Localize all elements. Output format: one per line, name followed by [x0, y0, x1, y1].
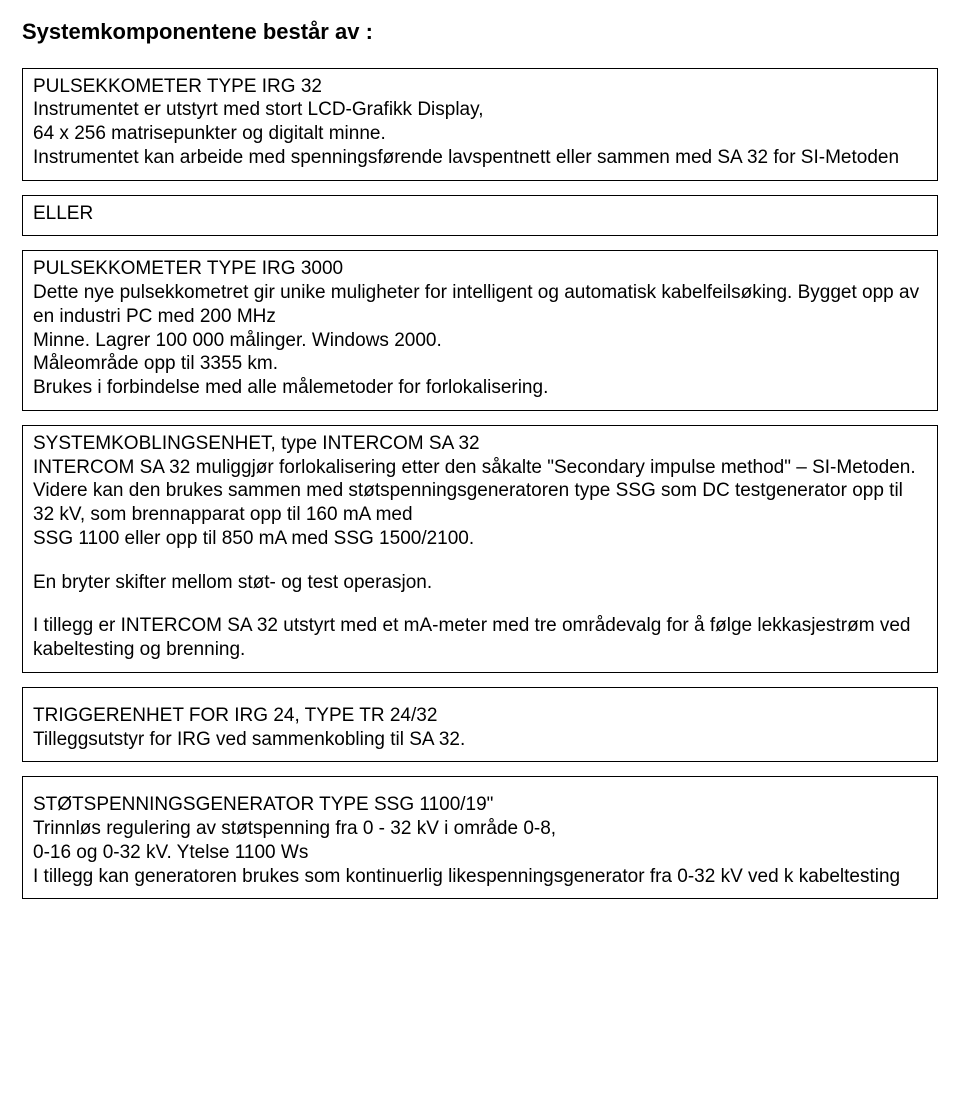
spacer: [33, 594, 927, 614]
component-box-6: STØTSPENNINGSGENERATOR TYPE SSG 1100/19"…: [22, 776, 938, 899]
text-line: TRIGGERENHET FOR IRG 24, TYPE TR 24/32: [33, 704, 927, 728]
text-line: I tillegg er INTERCOM SA 32 utstyrt med …: [33, 614, 927, 662]
text-line: Måleområde opp til 3355 km.: [33, 352, 927, 376]
spacer: [33, 551, 927, 571]
text-line: PULSEKKOMETER TYPE IRG 3000: [33, 257, 927, 281]
spacer: [33, 694, 927, 704]
text-line: SYSTEMKOBLINGSENHET, type INTERCOM SA 32: [33, 432, 927, 456]
component-box-4: SYSTEMKOBLINGSENHET, type INTERCOM SA 32…: [22, 425, 938, 673]
text-line: Trinnløs regulering av støtspenning fra …: [33, 817, 927, 841]
text-line: Brukes i forbindelse med alle målemetode…: [33, 376, 927, 400]
text-line: Minne. Lagrer 100 000 målinger. Windows …: [33, 329, 927, 353]
text-line: Tilleggsutstyr for IRG ved sammenkobling…: [33, 728, 927, 752]
text-line: INTERCOM SA 32 muliggjør forlokalisering…: [33, 456, 927, 527]
text-line: 0-16 og 0-32 kV. Ytelse 1100 Ws: [33, 841, 927, 865]
component-box-3: PULSEKKOMETER TYPE IRG 3000 Dette nye pu…: [22, 250, 938, 411]
text-line: 64 x 256 matrisepunkter og digitalt minn…: [33, 122, 927, 146]
text-line: ELLER: [33, 202, 927, 226]
text-line: I tillegg kan generatoren brukes som kon…: [33, 865, 927, 889]
page-title: Systemkomponentene består av :: [22, 18, 938, 46]
text-line: Dette nye pulsekkometret gir unike mulig…: [33, 281, 927, 329]
text-line: STØTSPENNINGSGENERATOR TYPE SSG 1100/19": [33, 793, 927, 817]
component-box-1: PULSEKKOMETER TYPE IRG 32 Instrumentet e…: [22, 68, 938, 181]
component-box-5: TRIGGERENHET FOR IRG 24, TYPE TR 24/32 T…: [22, 687, 938, 763]
text-line: Instrumentet kan arbeide med spenningsfø…: [33, 146, 927, 170]
text-line: SSG 1100 eller opp til 850 mA med SSG 15…: [33, 527, 927, 551]
text-line: Instrumentet er utstyrt med stort LCD-Gr…: [33, 98, 927, 122]
component-box-2: ELLER: [22, 195, 938, 237]
spacer: [33, 783, 927, 793]
text-line: En bryter skifter mellom støt- og test o…: [33, 571, 927, 595]
text-line: PULSEKKOMETER TYPE IRG 32: [33, 75, 927, 99]
